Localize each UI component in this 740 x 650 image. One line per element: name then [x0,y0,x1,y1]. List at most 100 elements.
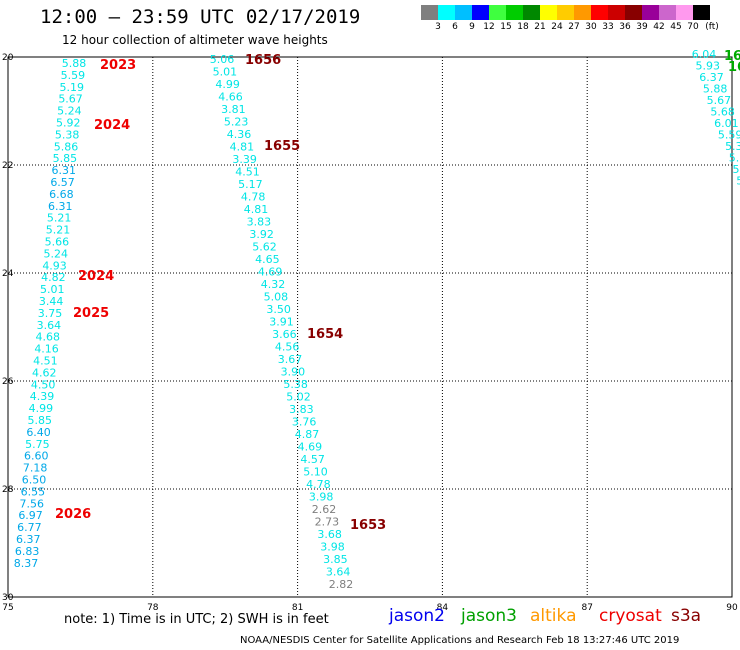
wave-height-value: 7.18 [23,462,48,475]
wave-height-value: 3.83 [247,216,272,229]
wave-height-value: 6.77 [17,521,42,534]
wave-height-value: 7.56 [19,497,44,510]
legend-swatch [506,5,523,20]
wave-height-value: 5.66 [45,236,70,249]
legend-swatch [438,5,455,20]
satellite-label-jason3: jason3 [461,606,517,626]
legend-label: 70 [687,22,699,32]
wave-height-value: 5.68 [710,106,735,119]
pass-time-label: 2025 [73,306,109,321]
legend-swatch [625,5,642,20]
legend-swatch [523,5,540,20]
wave-height-value: 5.23 [224,116,249,129]
legend-label: 9 [469,22,475,32]
legend-label: 42 [653,22,665,32]
map-grid [7,56,733,598]
legend-swatch [642,5,659,20]
longitude-tick-label: 84 [437,603,449,613]
wave-height-value: 5.01 [213,66,238,79]
wave-height-value: 4.51 [33,355,58,368]
wave-height-value: 4.51 [235,166,260,179]
wave-height-value: 5.85 [27,414,52,427]
wave-height-value: 6.68 [49,188,74,201]
credit-line: NOAA/NESDIS Center for Satellite Applica… [240,635,680,646]
wave-height-value: 5.21 [46,224,71,237]
pass-time-label: 2024 [94,118,130,133]
legend-label: 33 [602,22,614,32]
legend-swatch [489,5,506,20]
wave-height-value: 2.62 [312,503,337,516]
wave-height-value: 4.82 [41,271,66,284]
satellite-label-s3a: s3a [671,606,702,626]
latitude-tick-label: 28 [2,485,14,495]
latitude-tick-label: 22 [2,161,13,171]
legend-swatch [608,5,625,20]
wave-height-value: 5.01 [40,283,65,296]
legend-swatch [591,5,608,20]
wave-height-value: 5.88 [62,57,87,70]
legend-label: 3 [435,22,441,32]
legend-swatch [421,5,438,20]
wave-height-value: 3.66 [272,328,297,341]
wave-height-value: 3.85 [323,553,348,566]
wave-height-value: 2.73 [315,516,340,529]
wave-height-value: 4.99 [29,402,54,415]
wave-height-value: 5.38 [55,128,80,141]
wave-height-value: 4.39 [30,390,55,403]
wave-height-value: 4.50 [31,378,56,391]
wave-height-value: 3.44 [39,295,64,308]
wave-height-value: 4.78 [306,478,331,491]
wave-height-value: 3.81 [221,103,246,116]
wave-height-value: 5.93 [695,60,720,73]
legend-swatch [693,5,710,20]
latitude-tick-label: 20 [2,53,14,63]
page-subtitle: 12 hour collection of altimeter wave hei… [62,33,328,47]
legend-label: 15 [500,22,512,32]
wave-height-value: 5.85 [53,152,78,165]
wave-height-value: 4.66 [218,91,243,104]
wave-height-value: 4.36 [227,128,252,141]
longitude-tick-label: 75 [2,603,13,613]
wave-height-value: 5.1 [729,152,740,165]
wave-height-value: 6.60 [24,450,49,463]
wave-height-value: 5.67 [58,93,83,106]
latitude-tick-label: 26 [2,377,14,387]
wave-height-value: 6.55 [21,485,46,498]
legend-swatch [540,5,557,20]
wave-height-value: 5.02 [286,391,311,404]
wave-height-value: 5.10 [303,466,328,479]
wave-height-value: 3.98 [320,541,345,554]
pass-time-label: 1655 [264,139,300,154]
wave-height-value: 4.81 [244,203,269,216]
wave-height-value: 2.82 [329,578,354,591]
wave-height-value: 3.64 [37,319,62,332]
wave-height-value: 3.92 [249,228,274,241]
wave-height-value: 5.3 [725,140,740,153]
wave-height-value: 4.57 [300,453,325,466]
legend-label: 24 [551,22,563,32]
wave-height-value: 3.98 [309,491,334,504]
wave-height-value: 4.78 [241,191,266,204]
altimeter-tracks: 5.885.595.195.675.245.925.385.865.856.31… [14,48,740,591]
wave-height-value: 6.83 [15,545,40,558]
wave-height-value: 5.38 [283,378,308,391]
legend-label: 30 [585,22,597,32]
wave-height-value: 5.0 [733,163,740,176]
wave-height-value: 6.97 [18,509,43,522]
wave-height-value: 5.92 [56,117,81,130]
longitude-tick-label: 78 [147,603,159,613]
wave-height-value: 5.86 [54,140,79,153]
wave-height-value: 4.69 [258,266,283,279]
legend-swatch [557,5,574,20]
wave-height-value: 4.87 [295,428,320,441]
wave-height-value: 6.37 [16,533,41,546]
wave-height-value: 5.21 [47,212,72,225]
wave-height-value: 4.69 [298,441,323,454]
track-time-labels: 2023 2024 2024 2025 2026 1656 1655 1654 1653 1616 [55,49,740,533]
wave-height-value: 4.16 [34,343,59,356]
legend-swatch [472,5,489,20]
pass-time-label: 16 [728,60,740,75]
legend-label: 12 [483,22,495,32]
longitude-tick-label: 81 [292,603,303,613]
